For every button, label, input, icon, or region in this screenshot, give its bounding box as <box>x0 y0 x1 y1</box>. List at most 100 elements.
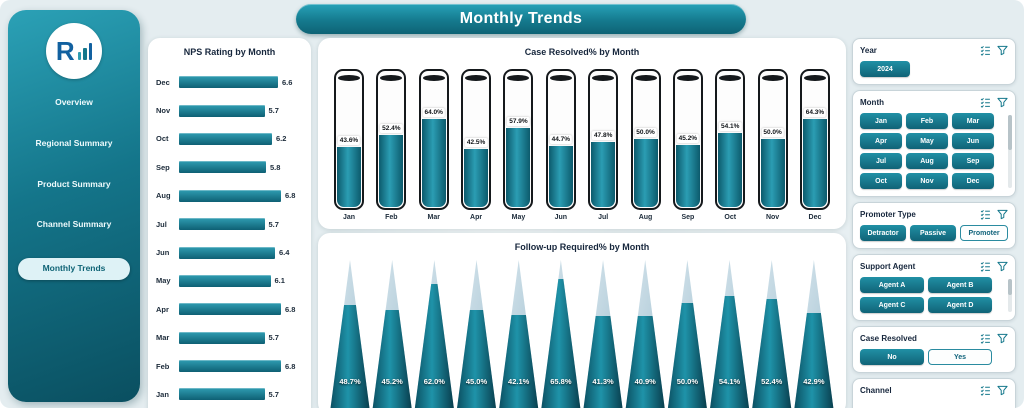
follow-cone[interactable]: 42.9% <box>793 260 834 408</box>
nps-bar[interactable] <box>179 360 281 373</box>
case-tube[interactable]: 44.7% <box>545 69 576 210</box>
select-all-icon[interactable] <box>980 97 991 108</box>
filter-option-mar[interactable]: Mar <box>952 113 994 129</box>
case-month-label: Dec <box>808 214 822 221</box>
follow-cone[interactable]: 41.3% <box>583 260 624 408</box>
cylinder-rim <box>592 75 615 81</box>
filter-option-oct[interactable]: Oct <box>860 173 902 189</box>
nps-bar[interactable] <box>179 331 265 344</box>
case-tube[interactable]: 45.2% <box>672 69 703 210</box>
nps-month-label: May <box>156 276 171 286</box>
filter-option-dec[interactable]: Dec <box>952 173 994 189</box>
filter-option-no[interactable]: No <box>860 349 924 365</box>
filter-label-support-agent: Support Agent <box>860 262 916 271</box>
follow-cone[interactable]: 62.0% <box>414 260 455 408</box>
nps-row: Aug 6.8 <box>156 182 307 210</box>
follow-cone[interactable]: 65.8% <box>540 260 581 408</box>
filter-option-nov[interactable]: Nov <box>906 173 948 189</box>
nps-bar[interactable] <box>179 246 275 259</box>
nps-bar[interactable] <box>179 274 271 287</box>
select-all-icon[interactable] <box>980 209 991 220</box>
filter-option-agent-a[interactable]: Agent A <box>860 277 924 293</box>
filter-option-jul[interactable]: Jul <box>860 153 902 169</box>
follow-cone[interactable]: 50.0% <box>667 260 708 408</box>
select-all-icon[interactable] <box>980 261 991 272</box>
filter-option-agent-b[interactable]: Agent B <box>928 277 992 293</box>
filter-icon[interactable] <box>997 45 1008 56</box>
case-fill <box>591 141 616 207</box>
case-month-label: Mar <box>427 214 440 221</box>
scrollbar[interactable] <box>1008 115 1012 188</box>
case-tube[interactable]: 50.0% <box>757 69 788 210</box>
case-tube[interactable]: 52.4% <box>376 69 407 210</box>
filter-icon[interactable] <box>997 97 1008 108</box>
filter-icon[interactable] <box>997 261 1008 272</box>
scrollbar-thumb[interactable] <box>1008 115 1012 151</box>
filter-icon[interactable] <box>997 209 1008 220</box>
select-all-icon[interactable] <box>980 333 991 344</box>
follow-cone[interactable]: 45.0% <box>456 260 497 408</box>
follow-cone[interactable]: 40.9% <box>625 260 666 408</box>
scrollbar[interactable] <box>1008 279 1012 312</box>
select-all-icon[interactable] <box>980 385 991 396</box>
nps-month-label: Oct <box>156 134 169 144</box>
nps-bar[interactable] <box>179 388 265 401</box>
sidebar-item-monthly-trends[interactable]: Monthly Trends <box>18 258 130 280</box>
sidebar-item-channel-summary[interactable]: Channel Summary <box>36 219 112 230</box>
case-fill <box>337 147 361 207</box>
filter-option-yes[interactable]: Yes <box>928 349 992 365</box>
nps-bar[interactable] <box>179 161 266 174</box>
follow-cone[interactable]: 45.2% <box>372 260 413 408</box>
case-value-label: 50.0% <box>634 127 657 137</box>
case-tube[interactable]: 43.6% <box>334 69 364 210</box>
sidebar-item-regional-summary[interactable]: Regional Summary <box>35 137 113 148</box>
filter-option-jun[interactable]: Jun <box>952 133 994 149</box>
follow-cone[interactable]: 48.7% <box>330 260 370 408</box>
filter-option-detractor[interactable]: Detractor <box>860 225 906 241</box>
sidebar-item-overview[interactable]: Overview <box>55 97 93 107</box>
case-tube[interactable]: 42.5% <box>461 69 492 210</box>
filter-icon[interactable] <box>997 333 1008 344</box>
nps-bar[interactable] <box>179 76 278 89</box>
case-tube[interactable]: 64.0% <box>418 69 449 210</box>
filter-option-may[interactable]: May <box>906 133 948 149</box>
nps-bar[interactable] <box>179 132 272 145</box>
filter-option-jan[interactable]: Jan <box>860 113 902 129</box>
case-tube[interactable]: 47.8% <box>588 69 619 210</box>
nps-value-label: 6.2 <box>276 134 287 144</box>
nps-bar[interactable] <box>179 189 281 202</box>
nps-bar[interactable] <box>179 218 265 231</box>
follow-cone[interactable]: 54.1% <box>709 260 750 408</box>
nps-bar[interactable] <box>179 303 281 316</box>
follow-cone[interactable]: 52.4% <box>751 260 792 408</box>
filter-option-sep[interactable]: Sep <box>952 153 994 169</box>
filter-icon[interactable] <box>997 385 1008 396</box>
case-tube[interactable]: 50.0% <box>630 69 661 210</box>
filter-option-agent-d[interactable]: Agent D <box>928 297 992 313</box>
case-fill <box>718 132 743 207</box>
filter-option-promoter[interactable]: Promoter <box>960 225 1008 241</box>
filter-option-passive[interactable]: Passive <box>910 225 956 241</box>
case-tube[interactable]: 64.3% <box>799 69 830 210</box>
nps-bar[interactable] <box>179 104 265 117</box>
case-tube[interactable]: 54.1% <box>715 69 746 210</box>
filter-option-aug[interactable]: Aug <box>906 153 948 169</box>
case-tube[interactable]: 57.9% <box>503 69 534 210</box>
filter-header: Month <box>860 97 1008 108</box>
follow-value-label: 45.0% <box>465 377 488 386</box>
nps-month-label: Feb <box>156 361 170 371</box>
filter-option-2024[interactable]: 2024 <box>860 61 910 77</box>
scrollbar-thumb[interactable] <box>1008 279 1012 295</box>
sidebar-item-product-summary[interactable]: Product Summary <box>37 178 111 189</box>
case-value-label: 47.8% <box>591 130 615 140</box>
filter-option-apr[interactable]: Apr <box>860 133 902 149</box>
case-value-label: 50.0% <box>761 127 784 137</box>
filter-option-agent-c[interactable]: Agent C <box>860 297 924 313</box>
page-title: Monthly Trends <box>459 10 583 27</box>
filter-section-support-agent: Support Agent Agent A Agent B Agent C Agent … <box>852 254 1016 321</box>
select-all-icon[interactable] <box>980 45 991 56</box>
follow-cone[interactable]: 42.1% <box>498 260 539 408</box>
nps-month-label: Jun <box>156 248 170 258</box>
filter-option-feb[interactable]: Feb <box>906 113 948 129</box>
follow-value-label: 48.7% <box>339 377 361 386</box>
